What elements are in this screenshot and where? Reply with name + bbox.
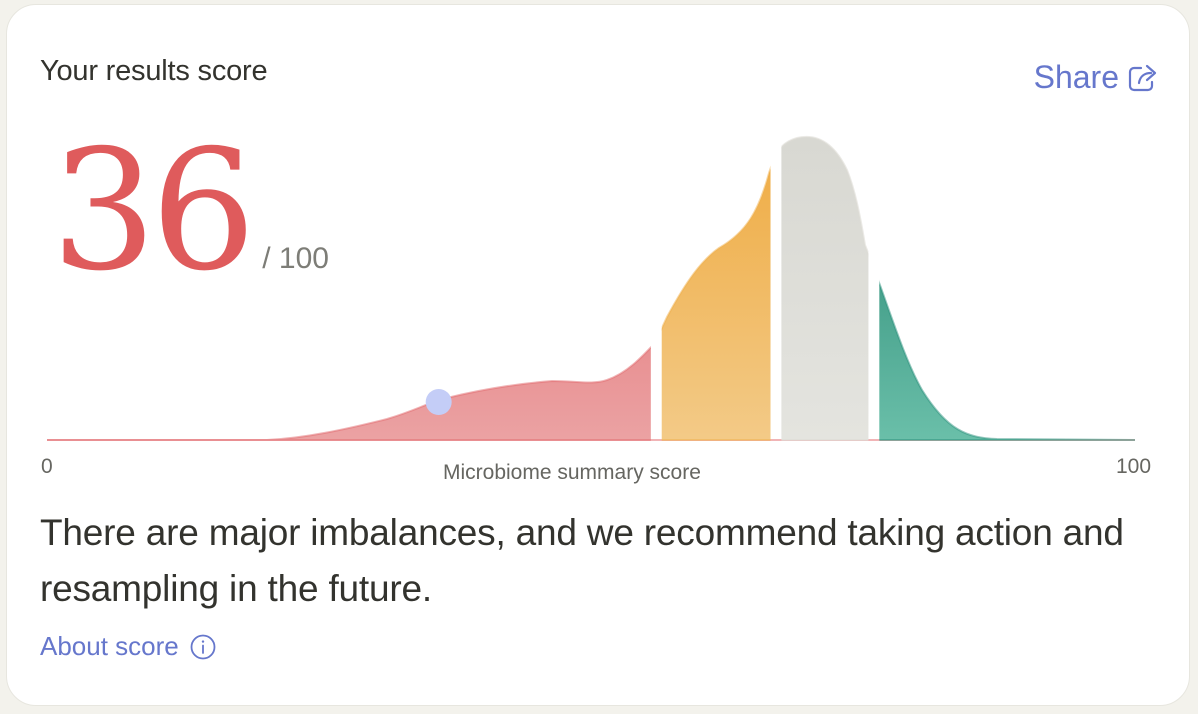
score-distribution-chart [47, 135, 1135, 441]
score-marker [425, 389, 452, 415]
distribution-outline-orange [661, 165, 771, 441]
distribution-segment-gray [781, 136, 869, 440]
x-axis-label: Microbiome summary score [443, 461, 701, 484]
distribution-segment-red [47, 347, 651, 440]
distribution-segment-green [879, 283, 1135, 440]
about-score-link[interactable]: About score [40, 631, 216, 662]
results-score-card: Your results score Share 36 / 100 [6, 4, 1190, 706]
distribution-segment-orange [661, 168, 771, 440]
card-title: Your results score [40, 55, 268, 87]
score-value: 36 [51, 115, 256, 308]
result-message: There are major imbalances, and we recom… [40, 512, 1124, 609]
score-display: 36 / 100 [51, 129, 329, 295]
x-tick-max: 100 [1116, 455, 1152, 478]
score-max: / 100 [262, 242, 329, 275]
distribution-outline-green [879, 280, 1135, 441]
about-score-label: About score [40, 631, 179, 661]
share-button[interactable]: Share [1034, 59, 1159, 96]
info-icon [190, 634, 216, 660]
share-label: Share [1033, 59, 1119, 95]
share-icon [1127, 63, 1159, 93]
x-tick-min: 0 [41, 455, 53, 478]
